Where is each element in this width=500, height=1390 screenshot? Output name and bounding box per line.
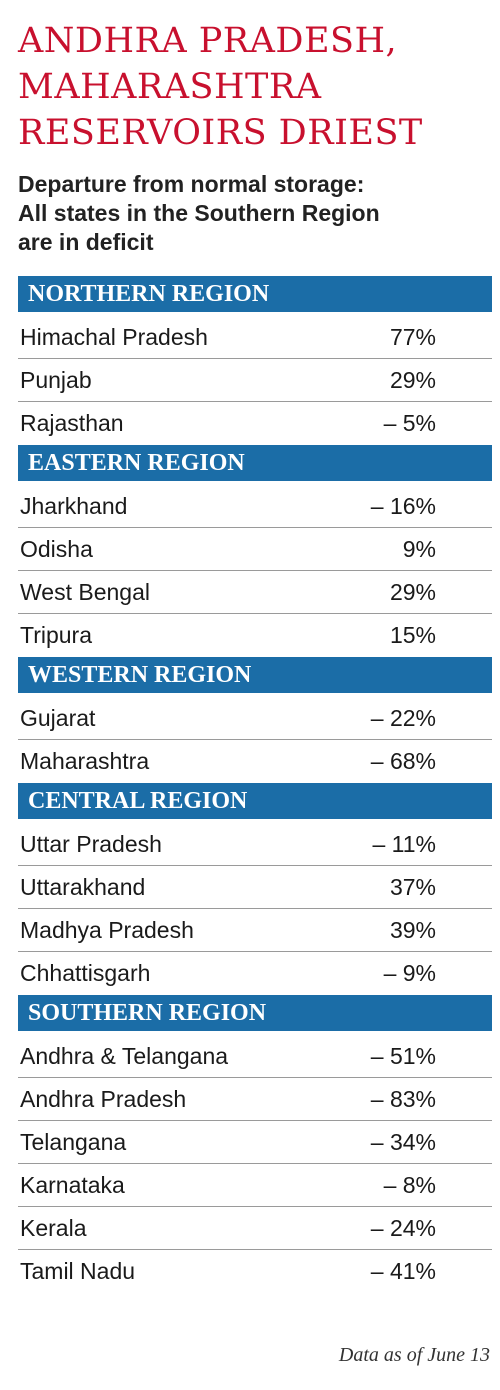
storage-departure-value: 29%	[389, 579, 436, 605]
state-name: Madhya Pradesh	[20, 917, 194, 943]
storage-departure-value: – 22%	[370, 705, 436, 731]
storage-departure-value: – 11%	[372, 831, 436, 857]
region-header: CENTRAL REGION	[18, 783, 492, 819]
state-name: Andhra & Telangana	[20, 1043, 229, 1069]
chart-subtitle: Departure from normal storage: All state…	[18, 170, 488, 257]
chart-title: ANDHRA PRADESH, MAHARASHTRA RESERVOIRS D…	[18, 18, 488, 156]
state-name: Odisha	[20, 536, 93, 562]
state-name: Chhattisgarh	[20, 960, 151, 986]
table-row: Uttar Pradesh – 11%	[18, 823, 492, 866]
table-row: Punjab 29%	[18, 359, 492, 402]
storage-departure-value: – 51%	[370, 1043, 436, 1069]
storage-departure-value: – 24%	[370, 1215, 436, 1241]
table-row: Andhra Pradesh – 83%	[18, 1078, 492, 1121]
storage-departure-value: 39%	[389, 917, 436, 943]
storage-departure-value: – 5%	[383, 410, 436, 436]
state-name: Maharashtra	[20, 748, 150, 774]
state-name: Karnataka	[20, 1172, 125, 1198]
subtitle-line: All states in the Southern Region	[18, 200, 380, 226]
storage-departure-value: 9%	[402, 536, 436, 562]
subtitle-line: are in deficit	[18, 229, 154, 255]
state-name: Himachal Pradesh	[20, 324, 208, 350]
table-row: Gujarat – 22%	[18, 697, 492, 740]
region-header: NORTHERN REGION	[18, 276, 492, 312]
table-row: Tripura 15%	[18, 614, 492, 657]
state-name: Kerala	[20, 1215, 87, 1241]
state-name: Rajasthan	[20, 410, 124, 436]
table-row: Jharkhand – 16%	[18, 485, 492, 528]
table-row: Andhra & Telangana – 51%	[18, 1035, 492, 1078]
state-name: Punjab	[20, 367, 92, 393]
storage-departure-value: – 16%	[370, 493, 436, 519]
title-line: ANDHRA PRADESH,	[18, 21, 398, 61]
storage-departure-value: 15%	[389, 622, 436, 648]
region-header: EASTERN REGION	[18, 445, 492, 481]
state-name: Jharkhand	[20, 493, 128, 519]
state-name: Tamil Nadu	[20, 1258, 136, 1284]
table-row: Himachal Pradesh 77%	[18, 316, 492, 359]
table-row: Rajasthan – 5%	[18, 402, 492, 445]
state-name: Tripura	[20, 622, 92, 648]
storage-departure-value: – 9%	[383, 960, 436, 986]
state-name: Uttarakhand	[20, 874, 146, 900]
region-header: SOUTHERN REGION	[18, 995, 492, 1031]
region-header: WESTERN REGION	[18, 657, 492, 693]
table-row: Madhya Pradesh 39%	[18, 909, 492, 952]
table-row: Maharashtra – 68%	[18, 740, 492, 783]
table-row: Uttarakhand 37%	[18, 866, 492, 909]
state-name: Gujarat	[20, 705, 96, 731]
title-line: RESERVOIRS DRIEST	[18, 113, 423, 153]
storage-departure-value: 29%	[389, 367, 436, 393]
table-row: Karnataka – 8%	[18, 1164, 492, 1207]
state-name: West Bengal	[20, 579, 150, 605]
title-line: MAHARASHTRA	[18, 67, 322, 107]
source-note: Data as of June 13	[338, 1344, 490, 1366]
table-row: West Bengal 29%	[18, 571, 492, 614]
storage-departure-value: 77%	[389, 324, 436, 350]
state-name: Uttar Pradesh	[20, 831, 162, 857]
table-row: Chhattisgarh – 9%	[18, 952, 492, 995]
storage-departure-value: 37%	[389, 874, 436, 900]
storage-departure-value: – 68%	[370, 748, 436, 774]
state-name: Telangana	[20, 1129, 127, 1155]
storage-departure-value: – 41%	[370, 1258, 436, 1284]
table-row: Kerala – 24%	[18, 1207, 492, 1250]
table-row: Tamil Nadu – 41%	[18, 1250, 492, 1293]
subtitle-line: Departure from normal storage:	[18, 171, 365, 197]
storage-departure-value: – 8%	[383, 1172, 436, 1198]
table-row: Odisha 9%	[18, 528, 492, 571]
state-name: Andhra Pradesh	[20, 1086, 187, 1112]
storage-departure-value: – 34%	[370, 1129, 436, 1155]
storage-departure-value: – 83%	[370, 1086, 436, 1112]
table-row: Telangana – 34%	[18, 1121, 492, 1164]
